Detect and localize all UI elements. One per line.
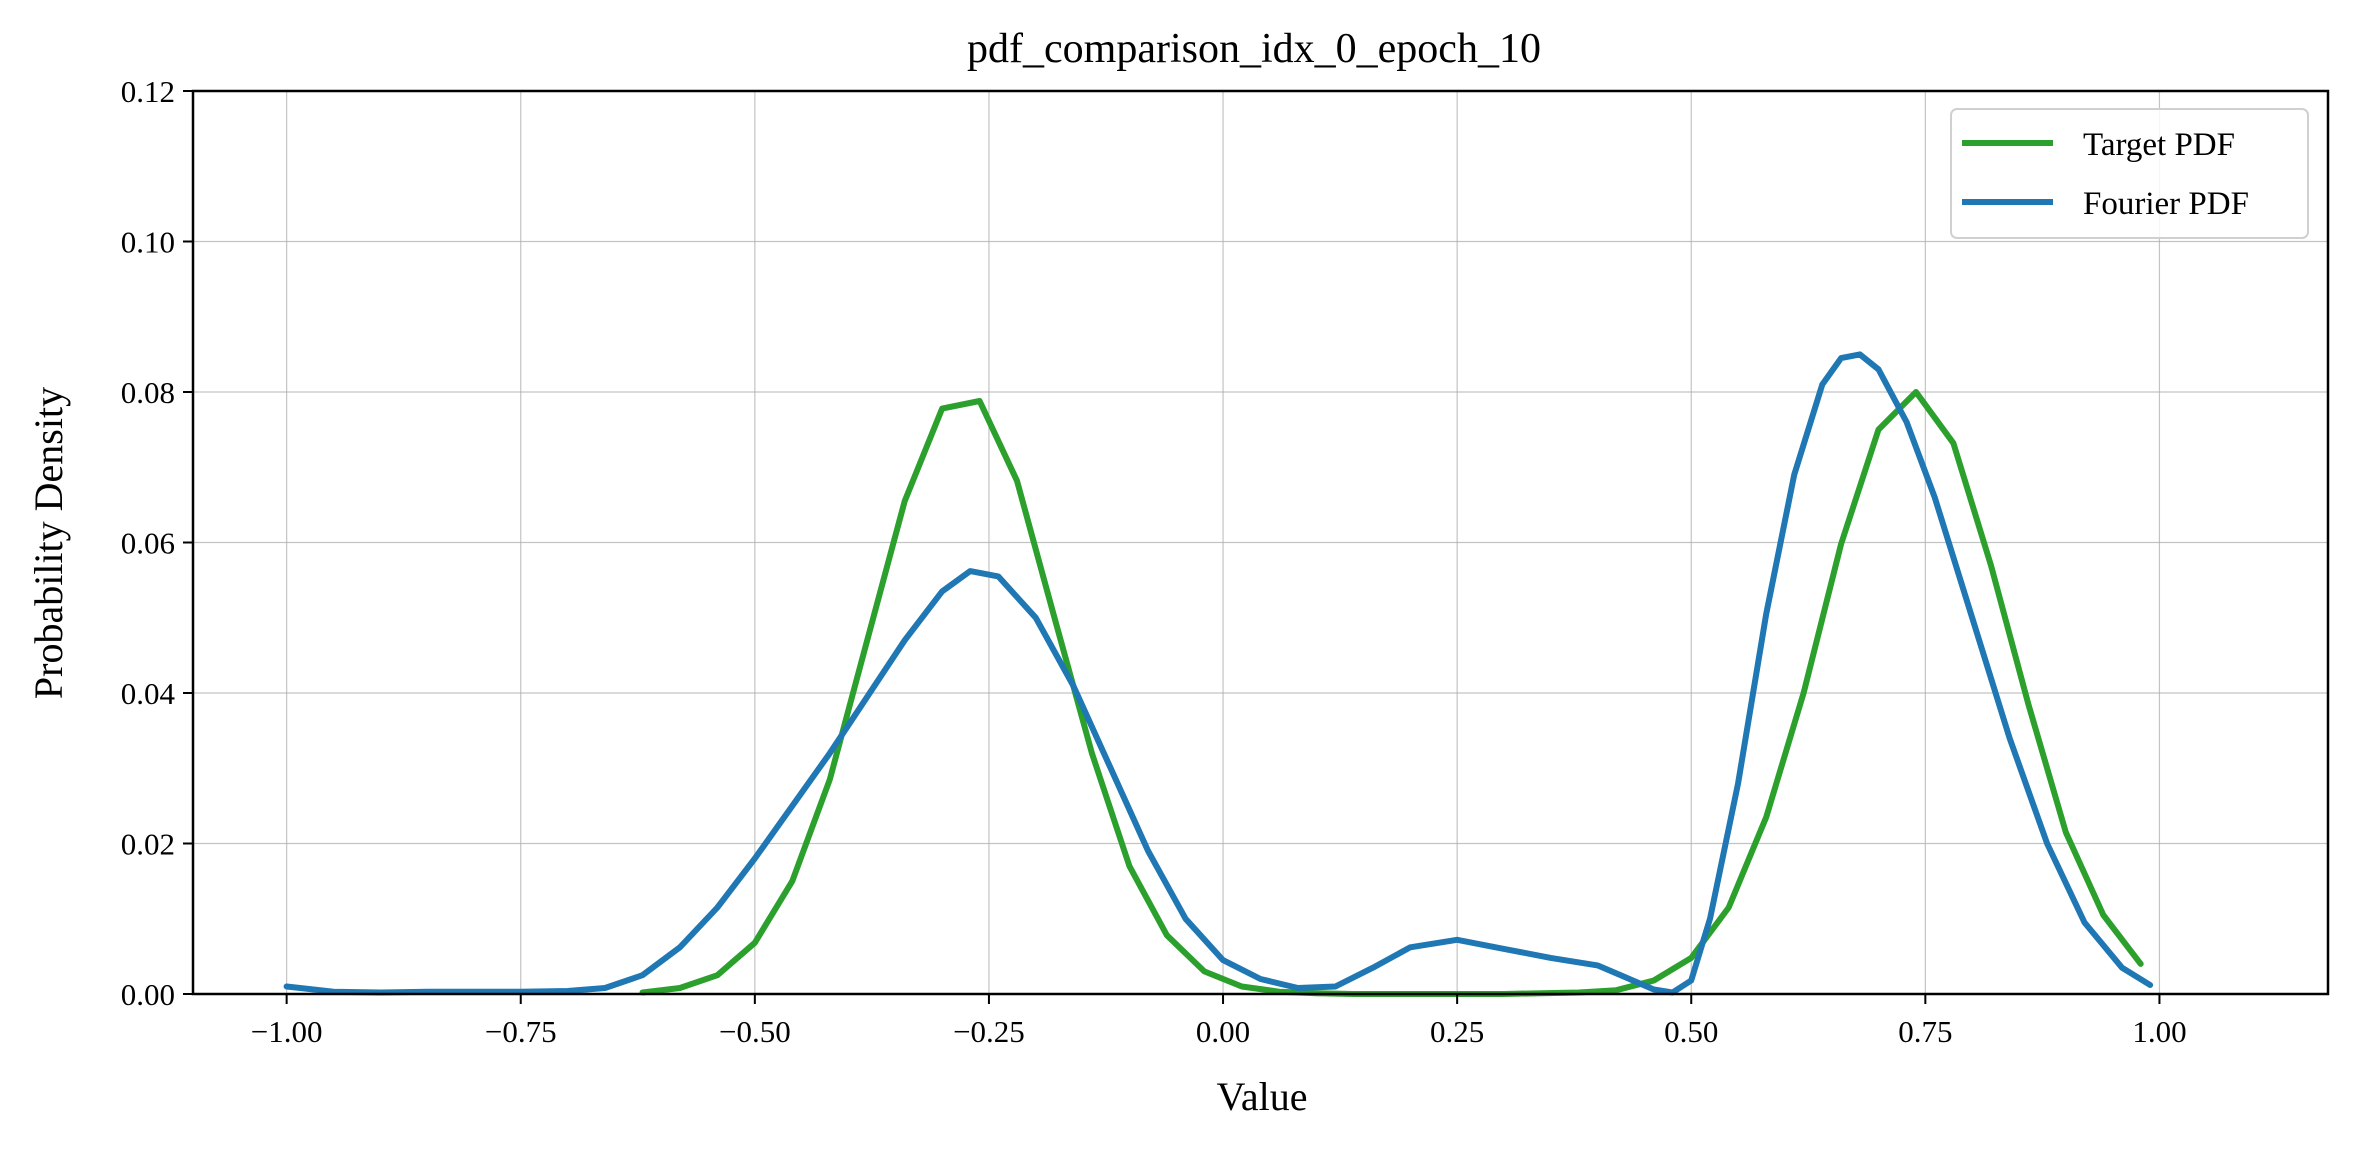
x-tick-label: 1.00: [2132, 1014, 2186, 1049]
x-axis: −1.00 −0.75 −0.50 −0.25 0.00 0.25 0.50 0.75 1.00: [251, 994, 2187, 1049]
y-tick-label: 0.04: [121, 676, 176, 711]
y-tick-label: 0.08: [121, 375, 175, 410]
y-axis: 0.00 0.02 0.04 0.06 0.08 0.10 0.12: [121, 74, 193, 1012]
grid: [193, 90, 2328, 994]
x-tick-label: 0.75: [1898, 1014, 1952, 1049]
x-tick-label: 0.25: [1430, 1014, 1484, 1049]
legend-label-fourier-pdf: Fourier PDF: [2083, 186, 2249, 222]
y-tick-label: 0.06: [121, 526, 175, 561]
y-axis-label: Probability Density: [26, 387, 71, 699]
legend-label-target-pdf: Target PDF: [2083, 127, 2235, 163]
series-layer: [283, 351, 2154, 997]
legend: Target PDF Fourier PDF: [1950, 108, 2309, 239]
x-tick-label: 0.50: [1664, 1014, 1718, 1049]
x-tick-label: −0.25: [953, 1014, 1025, 1049]
x-tick-label: −1.00: [251, 1014, 323, 1049]
y-tick-label: 0.10: [121, 225, 175, 260]
chart-title: pdf_comparison_idx_0_epoch_10: [967, 26, 1541, 72]
x-tick-label: 0.00: [1196, 1014, 1250, 1049]
series-line-fourier-pdf: [283, 351, 2154, 996]
x-tick-label: −0.50: [719, 1014, 791, 1049]
y-tick-label: 0.00: [121, 977, 175, 1012]
y-tick-label: 0.12: [121, 74, 175, 109]
x-tick-label: −0.75: [485, 1014, 557, 1049]
x-axis-label: Value: [1216, 1074, 1307, 1119]
y-tick-label: 0.02: [121, 827, 175, 862]
